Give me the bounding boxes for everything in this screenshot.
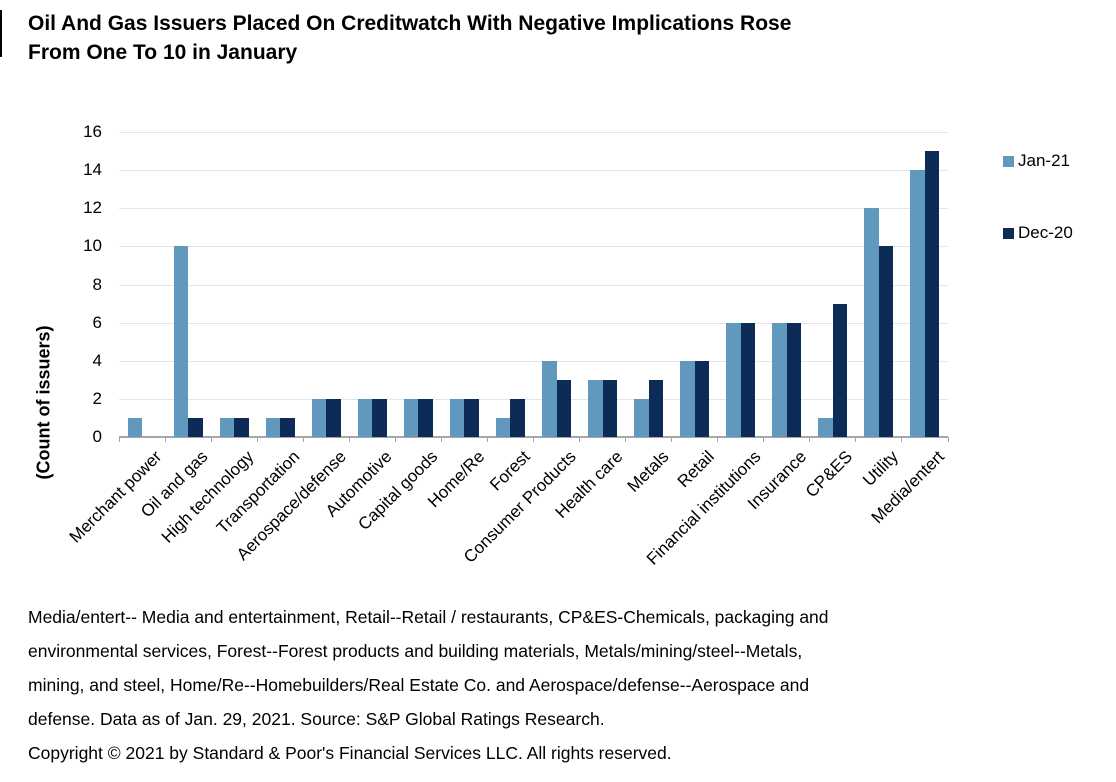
gridline	[119, 284, 948, 286]
y-tick-label: 16	[83, 122, 102, 141]
gridline	[119, 398, 948, 400]
bar-dec-20-retail	[694, 360, 710, 437]
bar-jan-21-health-care	[588, 379, 603, 437]
bar-jan-21-financial-institutions	[726, 322, 741, 437]
x-axis-tick	[625, 437, 627, 442]
bar-dec-20-capital-goods	[418, 398, 433, 437]
bar-jan-21-forest	[495, 417, 511, 437]
x-axis-tick	[210, 437, 212, 442]
bar-jan-21-media-entert	[910, 170, 925, 437]
copyright-line: Copyright © 2021 by Standard & Poor's Fi…	[28, 743, 672, 763]
bar-dec-20-financial-institutions	[740, 322, 756, 437]
gridline	[119, 170, 948, 172]
y-axis-title: (Count of issuers)	[33, 325, 54, 480]
legend-label: Dec-20	[1018, 223, 1073, 242]
gridline	[119, 360, 948, 362]
bar-jan-21-aerospace-defense	[311, 398, 327, 437]
bar-dec-20-forest	[510, 398, 525, 437]
x-axis-tick	[671, 437, 673, 442]
chart-title-line-1: Oil And Gas Issuers Placed On Creditwatc…	[28, 12, 792, 35]
x-axis-tick	[440, 437, 442, 442]
y-tick-label: 12	[83, 198, 102, 218]
chart-title-line-2: From One To 10 in January	[28, 41, 298, 64]
footnote-line: defense. Data as of Jan. 29, 2021. Sourc…	[28, 709, 605, 729]
legend-swatch-jan-21	[1003, 155, 1014, 167]
gridline	[119, 132, 948, 133]
page-border-fragment	[0, 10, 2, 57]
footnotes: Media/entert-- Media and entertainment, …	[28, 600, 1038, 770]
y-tick-label: 2	[92, 388, 102, 408]
bar-jan-21-metals	[634, 398, 649, 437]
chart-title: Oil And Gas Issuers Placed On Creditwatc…	[28, 9, 988, 67]
bar-dec-20-high-technology	[234, 417, 249, 437]
gridline	[119, 246, 948, 248]
bar-dec-20-utility	[878, 246, 894, 437]
bar-jan-21-oil-and-gas	[173, 246, 189, 437]
bar-jan-21-retail	[680, 360, 695, 437]
footnote-line: mining, and steel, Home/Re--Homebuilders…	[28, 675, 810, 695]
bar-jan-21-consumer-products	[542, 360, 557, 437]
x-category-label: CP&ES	[802, 447, 857, 502]
bar-dec-20-health-care	[602, 379, 618, 437]
bar-jan-21-insurance	[772, 322, 787, 437]
y-tick-label: 6	[92, 312, 102, 332]
x-axis-tick	[486, 437, 488, 442]
y-tick-label: 4	[92, 350, 102, 370]
bar-dec-20-transportation	[280, 417, 295, 437]
x-axis-tick	[164, 437, 166, 442]
bar-jan-21-merchant-power	[127, 417, 143, 437]
x-axis-tick	[809, 437, 811, 442]
bar-jan-21-high-technology	[219, 417, 235, 437]
legend-swatch-dec-20	[1003, 227, 1014, 239]
bar-jan-21-utility	[864, 208, 879, 437]
x-axis-tick	[256, 437, 258, 442]
x-axis-tick	[855, 437, 857, 442]
y-tick-label: 10	[83, 236, 102, 256]
bar-dec-20-metals	[648, 379, 664, 437]
legend-label: Jan-21	[1018, 151, 1070, 170]
bar-jan-21-cp-es	[818, 417, 833, 437]
x-axis-tick	[947, 437, 949, 442]
gridline	[119, 322, 948, 324]
bar-dec-20-home-re	[464, 398, 479, 437]
footnote-line: Media/entert-- Media and entertainment, …	[28, 607, 829, 627]
bar-dec-20-insurance	[786, 322, 802, 437]
bar-dec-20-consumer-products	[556, 379, 572, 437]
plot-area: (Count of issuers) 0 2 4 6 8 10 12 14 16 Merchant…	[34, 122, 949, 569]
x-axis-tick	[394, 437, 396, 442]
y-tick-label: 0	[92, 427, 102, 446]
x-axis-tick	[579, 437, 581, 442]
legend: Jan-21 Dec-20	[1003, 151, 1073, 243]
bar-jan-21-home-re	[449, 398, 465, 437]
legend-item-dec-20: Dec-20	[1003, 223, 1073, 243]
x-axis-tick	[533, 437, 534, 442]
bar-dec-20-cp-es	[832, 303, 848, 437]
x-axis-tick	[348, 437, 350, 442]
x-axis-tick	[302, 437, 304, 442]
x-category-label: Metals	[623, 447, 673, 496]
bar-dec-20-automotive	[372, 398, 387, 437]
bar-jan-21-capital-goods	[403, 398, 419, 437]
gridline	[119, 208, 948, 210]
bar-dec-20-oil-and-gas	[188, 417, 203, 437]
x-axis-tick	[717, 437, 719, 442]
y-tick-label: 14	[83, 160, 102, 180]
x-axis-tick	[901, 437, 903, 442]
bar-dec-20-aerospace-defense	[326, 398, 341, 437]
bar-jan-21-automotive	[357, 398, 373, 437]
y-tick-label: 8	[92, 274, 102, 294]
bar-jan-21-transportation	[265, 417, 281, 437]
x-axis-tick	[118, 437, 120, 442]
x-axis-tick	[763, 437, 765, 442]
footnote-line: environmental services, Forest--Forest p…	[28, 641, 803, 661]
bar-dec-20-media-entert	[924, 151, 940, 437]
legend-item-jan-21: Jan-21	[1003, 151, 1073, 171]
